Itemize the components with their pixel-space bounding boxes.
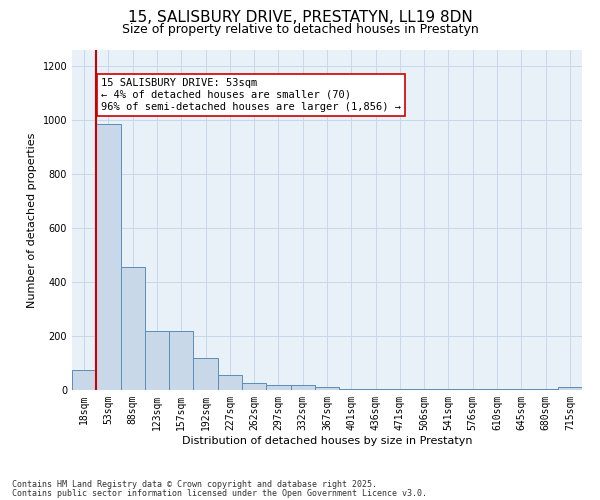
Bar (558, 388, 582, 390)
Bar (121, 267, 145, 390)
Bar (145, 330, 169, 390)
Text: Contains HM Land Registry data © Crown copyright and database right 2025.: Contains HM Land Registry data © Crown c… (12, 480, 377, 489)
Bar (290, 384, 315, 390)
Text: Contains public sector information licensed under the Open Government Licence v3: Contains public sector information licen… (12, 489, 427, 498)
Bar (193, 358, 218, 390)
Y-axis label: Number of detached properties: Number of detached properties (27, 132, 37, 308)
Bar (436, 389, 461, 390)
Bar (315, 388, 339, 390)
Bar (218, 375, 242, 390)
X-axis label: Distribution of detached houses by size in Prestatyn: Distribution of detached houses by size … (182, 436, 472, 446)
Bar (169, 330, 193, 390)
Text: 15, SALISBURY DRIVE, PRESTATYN, LL19 8DN: 15, SALISBURY DRIVE, PRESTATYN, LL19 8DN (128, 10, 472, 25)
Bar (412, 389, 436, 390)
Text: Size of property relative to detached houses in Prestatyn: Size of property relative to detached ho… (122, 22, 478, 36)
Bar (242, 384, 266, 390)
Bar (96, 124, 121, 390)
Bar (339, 388, 364, 390)
Bar (364, 388, 388, 390)
Bar (388, 389, 412, 390)
Bar (72, 370, 96, 390)
Text: 15 SALISBURY DRIVE: 53sqm
← 4% of detached houses are smaller (70)
96% of semi-d: 15 SALISBURY DRIVE: 53sqm ← 4% of detach… (101, 78, 401, 112)
Bar (266, 384, 290, 390)
